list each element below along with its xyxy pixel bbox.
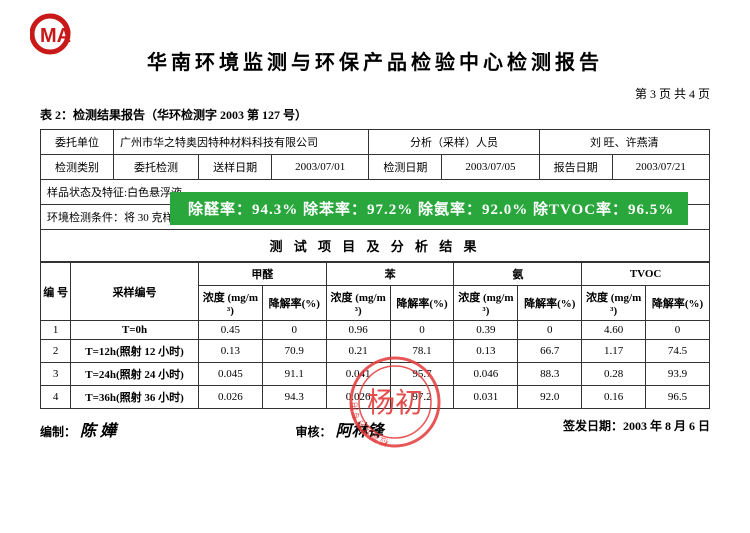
cell: 94.3	[262, 386, 326, 409]
value: 2003/07/05	[442, 155, 539, 180]
value: 委托检测	[113, 155, 198, 180]
cell: 0.96	[326, 321, 390, 340]
sub-col: 降解率(%)	[262, 286, 326, 321]
cell: 0.13	[454, 340, 518, 363]
label: 委托单位	[41, 130, 114, 155]
cell: 0.031	[454, 386, 518, 409]
red-stamp: 杨初 检测业务专用章	[345, 352, 445, 457]
sub-col: 浓度 (mg/m³)	[198, 286, 262, 321]
cell: 92.0	[518, 386, 582, 409]
report-title: 华南环境监测与环保产品检验中心检测报告	[40, 46, 710, 75]
value: 2003/07/01	[272, 155, 369, 180]
cell: 0.28	[582, 363, 646, 386]
label: 检测类别	[41, 155, 114, 180]
cell: 0	[262, 321, 326, 340]
sub-col: 浓度 (mg/m³)	[582, 286, 646, 321]
compiler: 编制：陈 嬅	[40, 417, 116, 441]
cell: 88.3	[518, 363, 582, 386]
issue-date: 签发日期：2003 年 8 月 6 日	[563, 417, 710, 441]
col-sample: 采样编号	[71, 263, 199, 321]
label: 检测日期	[369, 155, 442, 180]
cell: 4	[41, 386, 71, 409]
cell: 0.39	[454, 321, 518, 340]
cell: 0	[518, 321, 582, 340]
cell: 93.9	[646, 363, 710, 386]
sub-col: 浓度 (mg/m³)	[454, 286, 518, 321]
value: 广州市华之特奥因特种材料科技有限公司	[113, 130, 368, 155]
cell: 0.045	[198, 363, 262, 386]
cell: 1.17	[582, 340, 646, 363]
label: 报告日期	[539, 155, 612, 180]
cell: 0.13	[198, 340, 262, 363]
cell: T=12h(照射 12 小时)	[71, 340, 199, 363]
col-group: 苯	[326, 263, 454, 286]
value: 刘 旺、许燕清	[539, 130, 709, 155]
cell: 96.5	[646, 386, 710, 409]
cell: 3	[41, 363, 71, 386]
value: 2003/07/21	[612, 155, 709, 180]
col-group: TVOC	[582, 263, 710, 286]
table-row: 1T=0h0.4500.9600.3904.600	[41, 321, 710, 340]
cell: T=24h(照射 24 小时)	[71, 363, 199, 386]
svg-text:MA: MA	[40, 25, 71, 47]
cell: 0.45	[198, 321, 262, 340]
sub-col: 降解率(%)	[518, 286, 582, 321]
cell: 1	[41, 321, 71, 340]
col-group: 甲醛	[198, 263, 326, 286]
cell: 0	[390, 321, 454, 340]
label: 分析（采样）人员	[369, 130, 539, 155]
page-number: 第 3 页 共 4 页	[40, 85, 710, 102]
result-title: 测 试 项 目 及 分 析 结 果	[41, 230, 710, 262]
label: 送样日期	[199, 155, 272, 180]
cell: T=0h	[71, 321, 199, 340]
highlight-overlay: 除醛率：94.3% 除苯率：97.2% 除氨率：92.0% 除TVOC率：96.…	[170, 192, 688, 225]
cell: 70.9	[262, 340, 326, 363]
cell: 0	[646, 321, 710, 340]
stamp-sign: 杨初	[367, 387, 423, 419]
cell: 0.16	[582, 386, 646, 409]
table-caption: 表 2：检测结果报告（华环检测字 2003 第 127 号）	[40, 106, 710, 123]
cell: 66.7	[518, 340, 582, 363]
cell: T=36h(照射 36 小时)	[71, 386, 199, 409]
sub-col: 降解率(%)	[646, 286, 710, 321]
col-no: 编 号	[41, 263, 71, 321]
cell: 91.1	[262, 363, 326, 386]
cell: 0.026	[198, 386, 262, 409]
cma-logo: MA	[30, 12, 102, 61]
cell: 74.5	[646, 340, 710, 363]
cell: 4.60	[582, 321, 646, 340]
sub-col: 浓度 (mg/m³)	[326, 286, 390, 321]
col-group: 氨	[454, 263, 582, 286]
cell: 2	[41, 340, 71, 363]
sub-col: 降解率(%)	[390, 286, 454, 321]
cell: 0.046	[454, 363, 518, 386]
